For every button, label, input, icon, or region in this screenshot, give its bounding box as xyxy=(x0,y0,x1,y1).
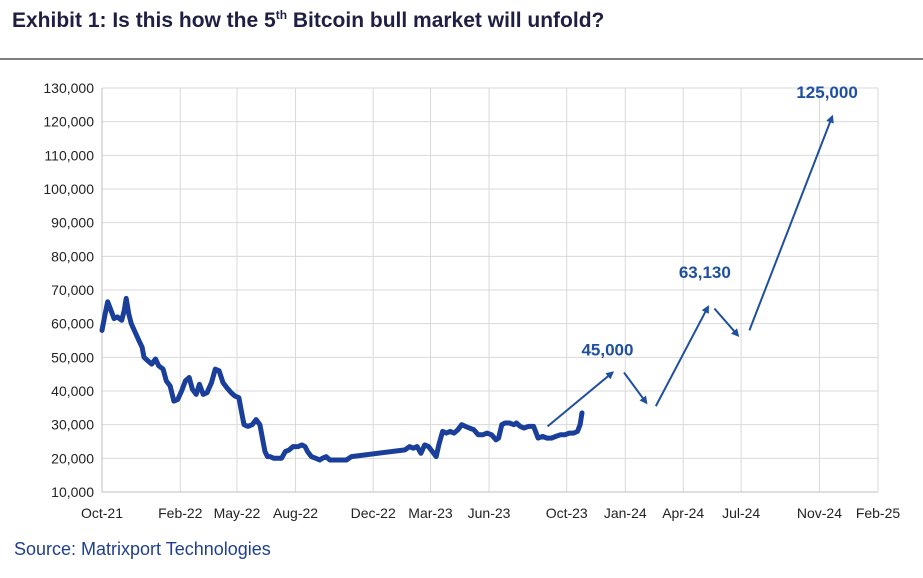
x-tick-label: Dec-22 xyxy=(351,505,396,521)
projection-arrow xyxy=(713,307,740,337)
y-tick-label: 80,000 xyxy=(51,248,94,264)
x-tick-label: Feb-22 xyxy=(158,505,203,521)
price-target-label: 63,130 xyxy=(679,263,731,282)
y-tick-label: 30,000 xyxy=(51,417,94,433)
projection-arrow xyxy=(546,371,615,428)
chart-title: Exhibit 1: Is this how the 5th Bitcoin b… xyxy=(12,8,604,33)
x-tick-label: Mar-23 xyxy=(408,505,453,521)
chart-labels: 45,000 63,130 125,000 xyxy=(581,83,857,360)
x-tick-label: Apr-24 xyxy=(662,505,704,521)
y-tick-label: 50,000 xyxy=(51,349,94,365)
y-tick-label: 120,000 xyxy=(43,114,94,130)
price-series-line xyxy=(99,295,585,463)
price-target-label: 45,000 xyxy=(581,341,633,360)
y-tick-label: 90,000 xyxy=(51,215,94,231)
y-tick-label: 70,000 xyxy=(51,282,94,298)
x-tick-label: Aug-22 xyxy=(273,505,318,521)
price-target-label: 125,000 xyxy=(796,83,857,102)
chart-axes: 10,000 20,000 30,000 40,000 50,000 60,000 70,0… xyxy=(43,80,900,521)
y-tick-label: 20,000 xyxy=(51,450,94,466)
y-tick-label: 130,000 xyxy=(43,80,94,96)
y-tick-label: 100,000 xyxy=(43,181,94,197)
x-tick-label: Jul-24 xyxy=(722,505,760,521)
y-tick-label: 110,000 xyxy=(44,147,94,163)
chart-grid xyxy=(101,87,879,493)
title-superscript: th xyxy=(275,8,288,22)
chart-series xyxy=(99,295,585,463)
x-tick-label: Jun-23 xyxy=(468,505,511,521)
title-main: Exhibit 1: Is this how the 5 xyxy=(12,9,276,32)
title-divider xyxy=(0,58,923,60)
projection-arrow xyxy=(654,305,709,407)
projection-arrow xyxy=(748,114,834,331)
projection-arrow xyxy=(623,371,648,405)
y-tick-label: 10,000 xyxy=(51,484,94,500)
x-tick-label: May-22 xyxy=(214,505,261,521)
x-tick-label: Oct-23 xyxy=(546,505,588,521)
x-tick-label: Oct-21 xyxy=(81,505,123,521)
y-tick-label: 40,000 xyxy=(51,383,94,399)
source-note: Source: Matrixport Technologies xyxy=(14,539,271,559)
x-tick-label: Jan-24 xyxy=(604,505,647,521)
x-tick-label: Feb-25 xyxy=(856,505,901,521)
title-rest: Bitcoin bull market will unfold? xyxy=(287,9,605,32)
x-tick-label: Nov-24 xyxy=(797,505,842,521)
y-tick-label: 60,000 xyxy=(51,316,94,332)
projection-arrows xyxy=(546,114,834,428)
